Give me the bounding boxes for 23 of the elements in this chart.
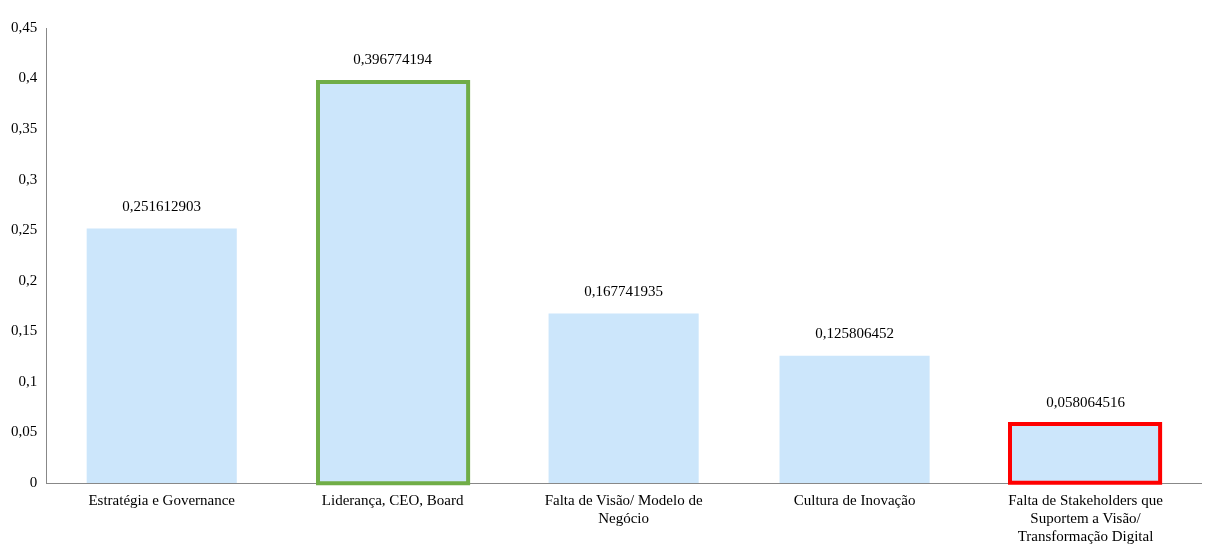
data-label: 0,396774194 (353, 51, 433, 68)
data-label: 0,167741935 (584, 282, 663, 299)
y-tick-label: 0,3 (18, 170, 38, 187)
bar (86, 228, 237, 483)
data-label: 0,251612903 (122, 198, 202, 215)
bar (779, 355, 930, 483)
bar (548, 313, 699, 483)
data-label: 0,058064516 (1046, 393, 1126, 410)
x-tick-label: Falta de Visão/ Modelo de Negócio (544, 491, 703, 526)
data-label: 0,125806452 (815, 325, 894, 342)
y-tick-label: 0,2 (18, 271, 38, 288)
y-tick-label: 0,45 (11, 18, 38, 35)
x-tick-label: Falta de Stakeholders que Suportem a Visão/ Transformação Digital (1008, 491, 1164, 544)
y-tick-label: 0,05 (11, 423, 38, 440)
y-tick-label: 0 (29, 473, 38, 490)
x-tick-label: Estratégia e Governance (88, 491, 236, 508)
x-tick-label: Cultura de Inovação (793, 491, 916, 508)
y-tick-label: 0,15 (11, 322, 38, 339)
x-tick-label: Liderança, CEO, Board (321, 491, 464, 508)
y-tick-label: 0,4 (18, 69, 38, 86)
y-tick-label: 0,35 (11, 120, 38, 137)
y-tick-label: 0,1 (18, 372, 38, 389)
y-tick-label: 0,25 (11, 221, 38, 238)
